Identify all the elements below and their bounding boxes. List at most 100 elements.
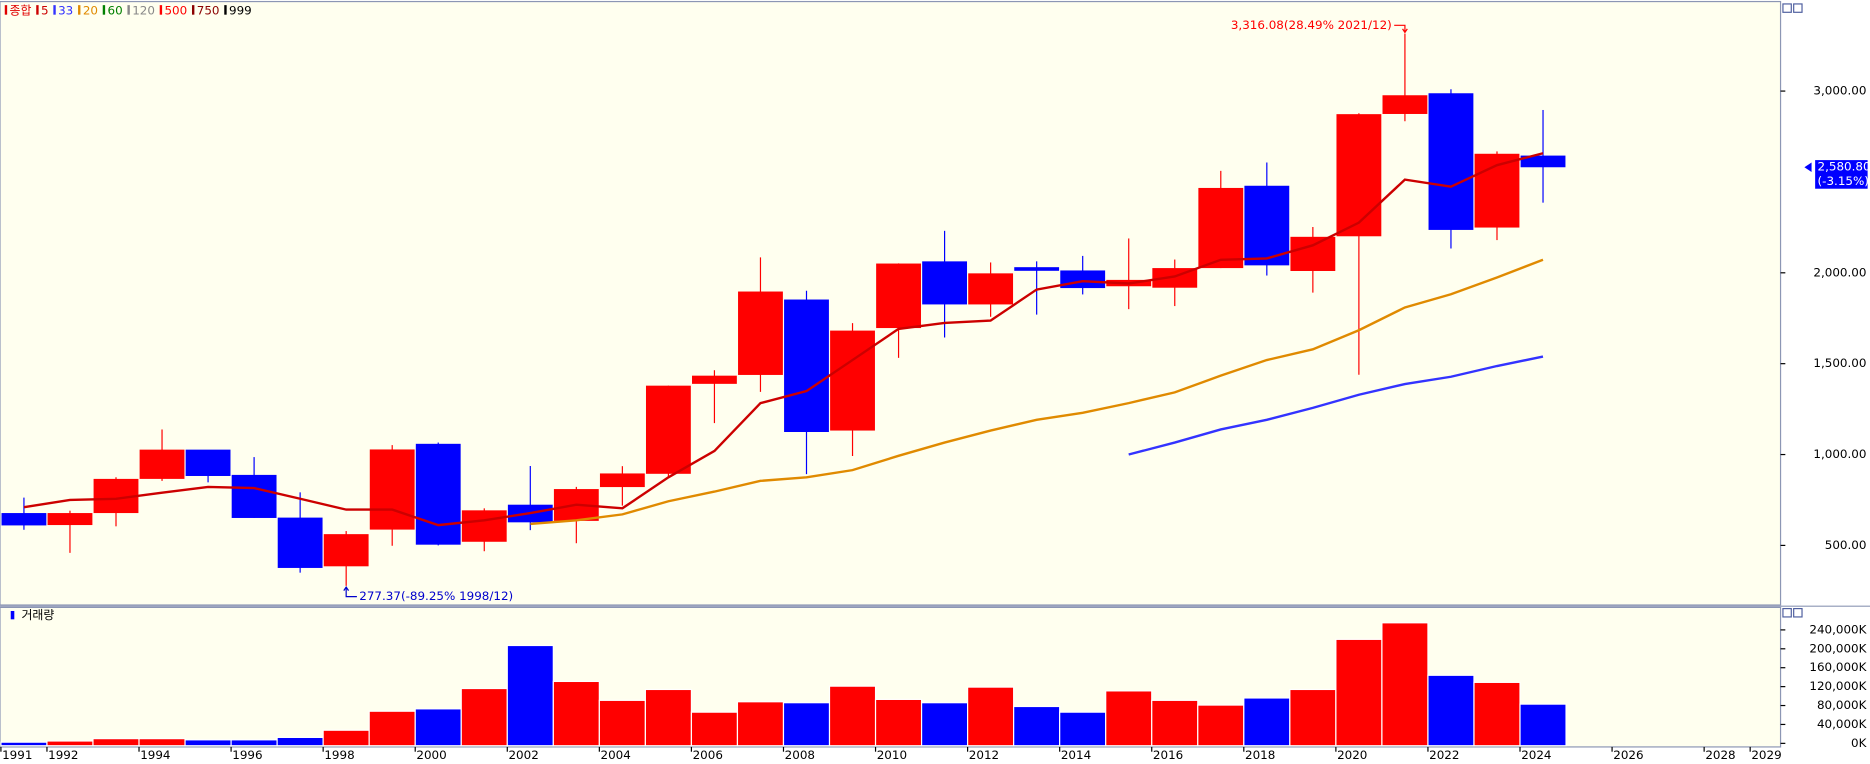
- y-tick-label: 1,500.00: [1813, 356, 1866, 370]
- legend-marker: [4, 5, 8, 15]
- legend-label: 60: [108, 4, 123, 18]
- volume-bar: [736, 701, 785, 747]
- panel-buttons[interactable]: [1782, 3, 1803, 618]
- volume-bar: [276, 736, 324, 747]
- x-tick-label: 1998: [324, 748, 354, 762]
- volume-bar: [368, 710, 416, 747]
- volume-bar: [506, 644, 554, 747]
- x-tick-label: 2028: [1705, 748, 1735, 762]
- panel-button[interactable]: [1782, 607, 1792, 618]
- volume-bar: [690, 711, 739, 747]
- volume-bar: [1105, 690, 1153, 747]
- x-tick-label: 2004: [601, 748, 631, 762]
- candle-body: [1, 513, 47, 526]
- candle-body: [139, 449, 185, 479]
- volume-bar: [92, 738, 140, 747]
- legend-label: 500: [164, 4, 187, 18]
- y-tick-label: 80,000K: [1817, 698, 1868, 712]
- legend-marker: [36, 5, 39, 15]
- volume-bar: [598, 699, 646, 747]
- legend-marker: [102, 5, 106, 15]
- last-close-box: [1815, 160, 1868, 189]
- y-tick-label: 500.00: [1825, 538, 1867, 552]
- volume-bar: [1519, 703, 1567, 747]
- y-tick-label: 40,000K: [1817, 717, 1868, 731]
- volume-bar: [322, 729, 370, 747]
- volume-bar: [1059, 711, 1107, 747]
- candle-body: [47, 513, 93, 526]
- x-tick-label: 2012: [969, 748, 999, 762]
- last-change-label: (-3.15%): [1818, 174, 1869, 188]
- x-tick-label: 1992: [48, 748, 78, 762]
- x-tick-label: 2002: [508, 748, 538, 762]
- y-tick-label: 1,000.00: [1813, 447, 1866, 461]
- volume-bar: [1013, 705, 1061, 747]
- x-tick-label: 1994: [140, 748, 170, 762]
- volume-bar: [1381, 622, 1429, 747]
- last-close-marker: [1804, 162, 1812, 173]
- legend-marker: [78, 5, 81, 15]
- volume-bar: [138, 738, 186, 747]
- volume-bar: [967, 686, 1015, 747]
- legend-marker: [127, 5, 130, 15]
- x-tick-label: 2010: [877, 748, 907, 762]
- x-tick-label: 2020: [1337, 748, 1367, 762]
- volume-bar: [874, 698, 923, 747]
- candle-body: [369, 449, 415, 530]
- y-tick-label: 3,000.00: [1813, 84, 1866, 98]
- volume-bar: [414, 708, 462, 747]
- y-tick-label: 200,000K: [1809, 641, 1867, 655]
- volume-bar: [1427, 674, 1475, 747]
- low-label: 277.37(-89.25% 1998/12): [359, 589, 513, 603]
- candle-body: [692, 375, 737, 384]
- volume-bar: [1151, 699, 1199, 747]
- panel-button[interactable]: [1782, 3, 1792, 13]
- low-arrow: [343, 585, 357, 598]
- candle-body: [1060, 270, 1106, 289]
- volume-bar: [1197, 704, 1245, 747]
- x-tick-label: 1991: [2, 748, 32, 762]
- candle-body: [784, 299, 829, 433]
- x-tick-label: 2026: [1613, 748, 1643, 762]
- candle-body: [1244, 185, 1290, 266]
- candle-body: [1014, 267, 1060, 271]
- volume-bar: [644, 688, 693, 747]
- volume-bar: [184, 739, 232, 747]
- legend-label: 750: [197, 4, 220, 18]
- volume-bar: [1289, 688, 1337, 747]
- x-tick-label: 1996: [232, 748, 262, 762]
- panel-button[interactable]: [1793, 607, 1803, 618]
- legend-label: 120: [132, 4, 155, 18]
- last-close-label: 2,580.80: [1818, 160, 1870, 174]
- candle-body: [645, 385, 691, 474]
- y-tick-label: 240,000K: [1809, 622, 1867, 636]
- candle-body: [599, 473, 645, 488]
- high-arrow: [1394, 24, 1408, 34]
- x-tick-label: 2029: [1751, 748, 1781, 762]
- candle-body: [415, 443, 461, 545]
- ma-line: [530, 258, 1544, 526]
- x-tick-label: 2022: [1429, 748, 1459, 762]
- volume-bar: [782, 702, 831, 747]
- legend-label: 999: [229, 4, 252, 18]
- volume-bar: [46, 740, 94, 747]
- candle-body: [968, 273, 1014, 305]
- panel-button[interactable]: [1793, 3, 1803, 13]
- candle-body: [1290, 236, 1336, 271]
- volume-title-marker: [10, 610, 15, 620]
- volume-bar: [460, 687, 508, 747]
- y-tick-label: 0K: [1851, 736, 1868, 750]
- high-label: 3,316.08(28.49% 2021/12): [1231, 18, 1392, 32]
- legend-marker: [159, 5, 163, 15]
- x-tick-label: 2006: [693, 748, 723, 762]
- candle-body: [185, 449, 231, 476]
- legend-label: 종합: [10, 4, 32, 18]
- candle-body: [1198, 187, 1244, 269]
- volume-bar: [1473, 681, 1521, 747]
- volume-bar: [552, 680, 600, 747]
- candle-body: [876, 263, 921, 329]
- x-tick-label: 2018: [1245, 748, 1275, 762]
- candle-body: [738, 291, 783, 375]
- x-tick-label: 2008: [785, 748, 815, 762]
